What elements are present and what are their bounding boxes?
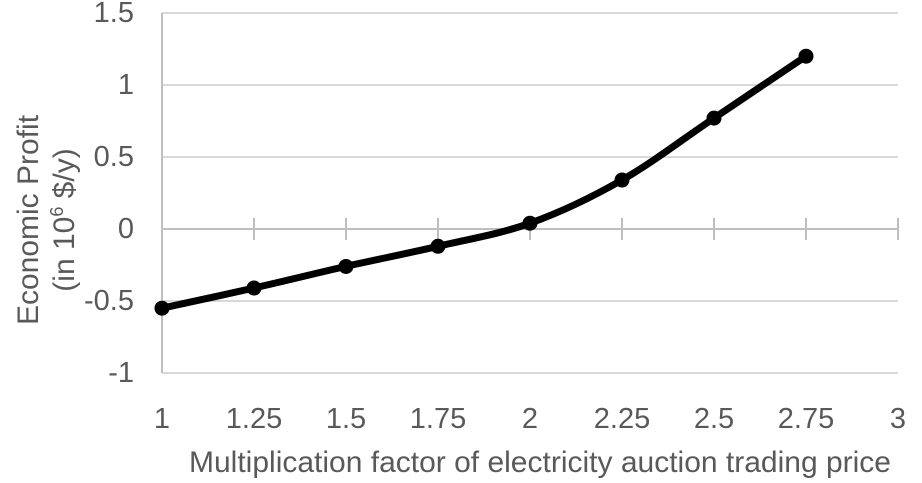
data-point-marker bbox=[154, 300, 170, 316]
x-tick-label: 2.75 bbox=[777, 403, 835, 435]
x-axis-title: Multiplication factor of electricity auc… bbox=[189, 446, 891, 479]
data-point-marker bbox=[798, 48, 814, 64]
y-tick-label: 0.5 bbox=[93, 141, 134, 173]
y-tick-label: 1 bbox=[117, 69, 134, 101]
y-tick-label: -1 bbox=[108, 357, 134, 389]
x-tick-label: 1.25 bbox=[225, 403, 283, 435]
data-point-marker bbox=[706, 110, 722, 126]
data-point-marker bbox=[522, 215, 538, 231]
x-tick-label: 1.75 bbox=[409, 403, 467, 435]
x-tick-label: 2.5 bbox=[693, 403, 735, 435]
x-tick-label: 1.5 bbox=[325, 403, 367, 435]
data-point-marker bbox=[338, 258, 354, 274]
x-tick-label: 2 bbox=[521, 403, 539, 435]
y-tick-label: 0 bbox=[117, 213, 134, 245]
data-point-marker bbox=[430, 238, 446, 254]
data-point-marker bbox=[246, 280, 262, 296]
x-tick-label: 3 bbox=[889, 403, 907, 435]
series-line bbox=[158, 52, 810, 312]
x-tick-label: 1 bbox=[153, 403, 171, 435]
y-tick-label: 1.5 bbox=[93, 0, 134, 29]
y-tick-label: -0.5 bbox=[84, 285, 134, 317]
data-point-marker bbox=[614, 172, 630, 188]
x-tick-label: 2.25 bbox=[593, 403, 651, 435]
